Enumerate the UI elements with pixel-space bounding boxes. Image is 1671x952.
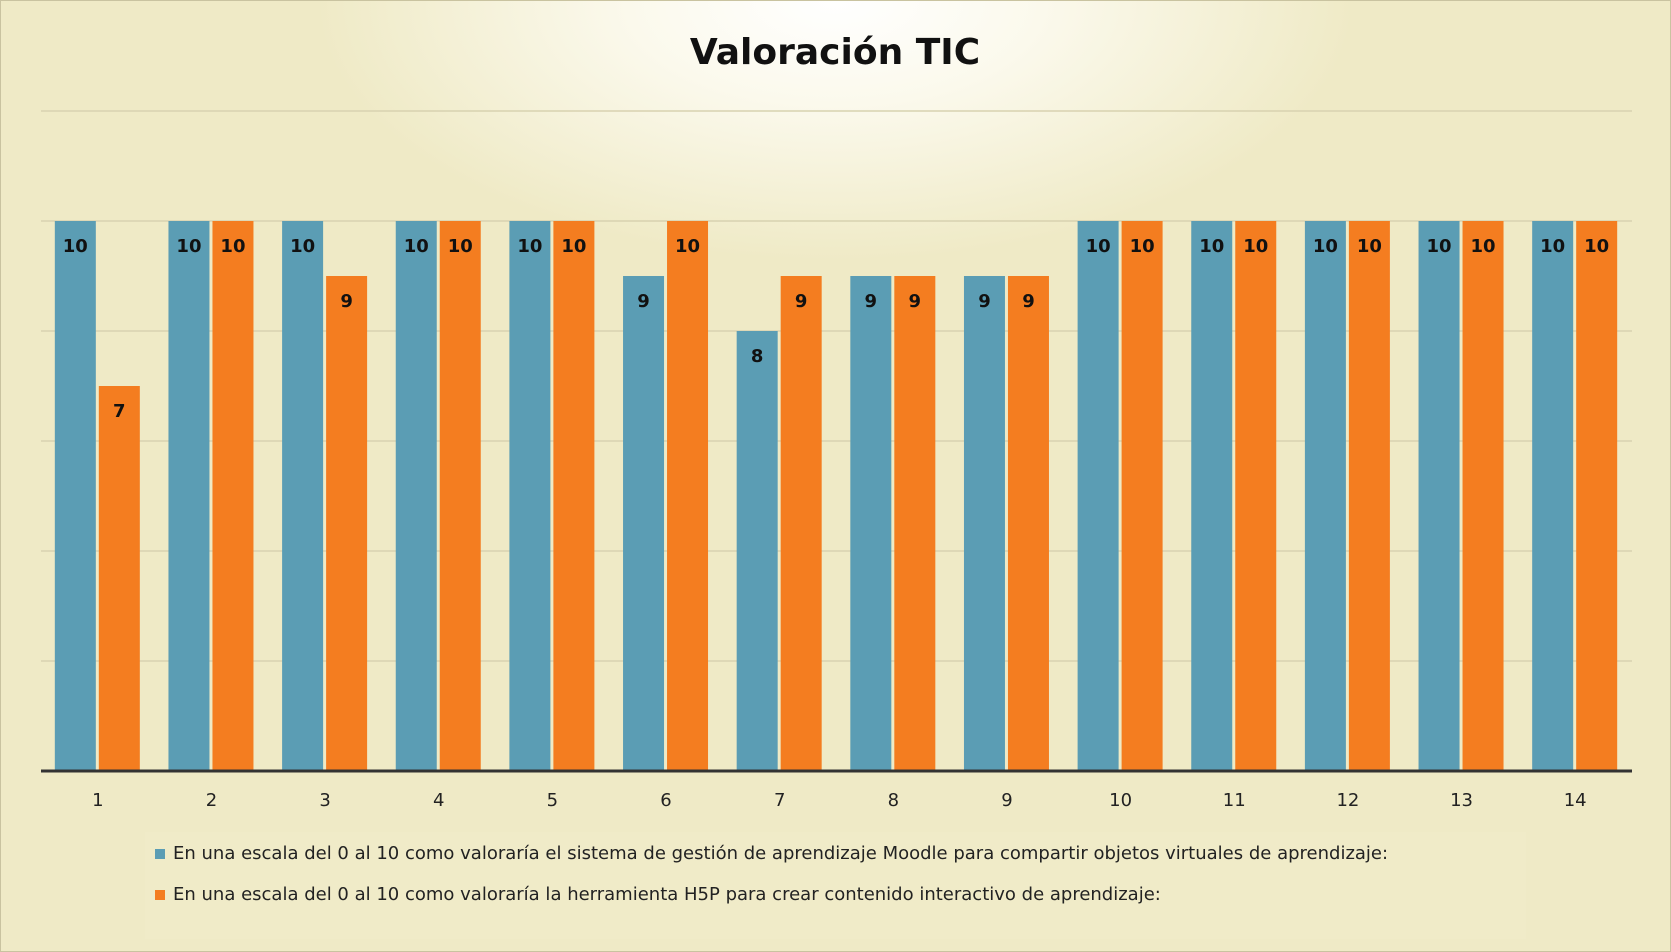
- x-tick-label: 14: [1564, 790, 1587, 811]
- legend-swatch: [155, 849, 165, 859]
- data-label: 10: [1357, 236, 1382, 257]
- data-label: 8: [751, 346, 764, 367]
- bar: [54, 221, 96, 771]
- x-tick-label: 1: [92, 790, 103, 811]
- data-label: 9: [909, 291, 922, 312]
- chart-title: Valoración TIC: [690, 32, 980, 73]
- data-label: 10: [1130, 236, 1155, 257]
- bar: [963, 276, 1005, 771]
- legend-label: En una escala del 0 al 10 como valoraría…: [173, 843, 1389, 864]
- data-label: 10: [1471, 236, 1496, 257]
- bar: [212, 221, 254, 771]
- bar: [623, 276, 665, 771]
- bar: [1532, 221, 1574, 771]
- x-tick-label: 4: [433, 790, 444, 811]
- data-label: 10: [1427, 236, 1452, 257]
- x-tick-label: 8: [888, 790, 899, 811]
- data-label: 10: [1086, 236, 1111, 257]
- bar: [780, 276, 822, 771]
- data-label: 10: [1540, 236, 1565, 257]
- bar: [1576, 221, 1618, 771]
- data-label: 10: [404, 236, 429, 257]
- data-label: 10: [1584, 236, 1609, 257]
- data-label: 9: [795, 291, 808, 312]
- legend-item: En una escala del 0 al 10 como valoraría…: [155, 881, 1516, 908]
- data-label: 10: [290, 236, 315, 257]
- x-tick-label: 11: [1223, 790, 1246, 811]
- bar: [282, 221, 324, 771]
- legend-label: En una escala del 0 al 10 como valoraría…: [173, 884, 1161, 905]
- data-label: 10: [517, 236, 542, 257]
- legend: En una escala del 0 al 10 como valoraría…: [145, 832, 1526, 939]
- legend-item: En una escala del 0 al 10 como valoraría…: [155, 840, 1516, 867]
- data-label: 10: [1313, 236, 1338, 257]
- x-tick-label: 12: [1336, 790, 1359, 811]
- x-tick-label: 10: [1109, 790, 1132, 811]
- x-tick-label: 9: [1001, 790, 1012, 811]
- x-tick-label: 5: [547, 790, 558, 811]
- bar: [1007, 276, 1049, 771]
- bar: [736, 331, 778, 771]
- data-label: 10: [1243, 236, 1268, 257]
- bar: [98, 386, 140, 771]
- data-label: 9: [978, 291, 991, 312]
- legend-swatch: [155, 890, 165, 900]
- data-label: 9: [340, 291, 353, 312]
- bar: [395, 221, 437, 771]
- bar: [667, 221, 709, 771]
- x-tick-label: 3: [319, 790, 330, 811]
- bar: [1304, 221, 1346, 771]
- data-label: 10: [176, 236, 201, 257]
- bar: [1348, 221, 1390, 771]
- bar: [1418, 221, 1460, 771]
- x-tick-label: 7: [774, 790, 785, 811]
- bar: [1191, 221, 1233, 771]
- bar: [1462, 221, 1504, 771]
- bar: [326, 276, 368, 771]
- data-label: 10: [1199, 236, 1224, 257]
- bar: [1235, 221, 1277, 771]
- bar: [439, 221, 481, 771]
- x-tick-label: 13: [1450, 790, 1473, 811]
- data-label: 10: [63, 236, 88, 257]
- data-label: 10: [220, 236, 245, 257]
- x-tick-label: 2: [206, 790, 217, 811]
- data-label: 10: [448, 236, 473, 257]
- data-label: 10: [561, 236, 586, 257]
- data-label: 10: [675, 236, 700, 257]
- data-label: 9: [1022, 291, 1035, 312]
- data-label: 7: [113, 401, 126, 422]
- bar: [850, 276, 892, 771]
- x-tick-label: 6: [660, 790, 671, 811]
- bar: [1121, 221, 1163, 771]
- bar: [894, 276, 936, 771]
- bar: [1077, 221, 1119, 771]
- data-label: 9: [865, 291, 878, 312]
- bar: [553, 221, 595, 771]
- bar: [168, 221, 210, 771]
- bar: [509, 221, 551, 771]
- data-label: 9: [637, 291, 650, 312]
